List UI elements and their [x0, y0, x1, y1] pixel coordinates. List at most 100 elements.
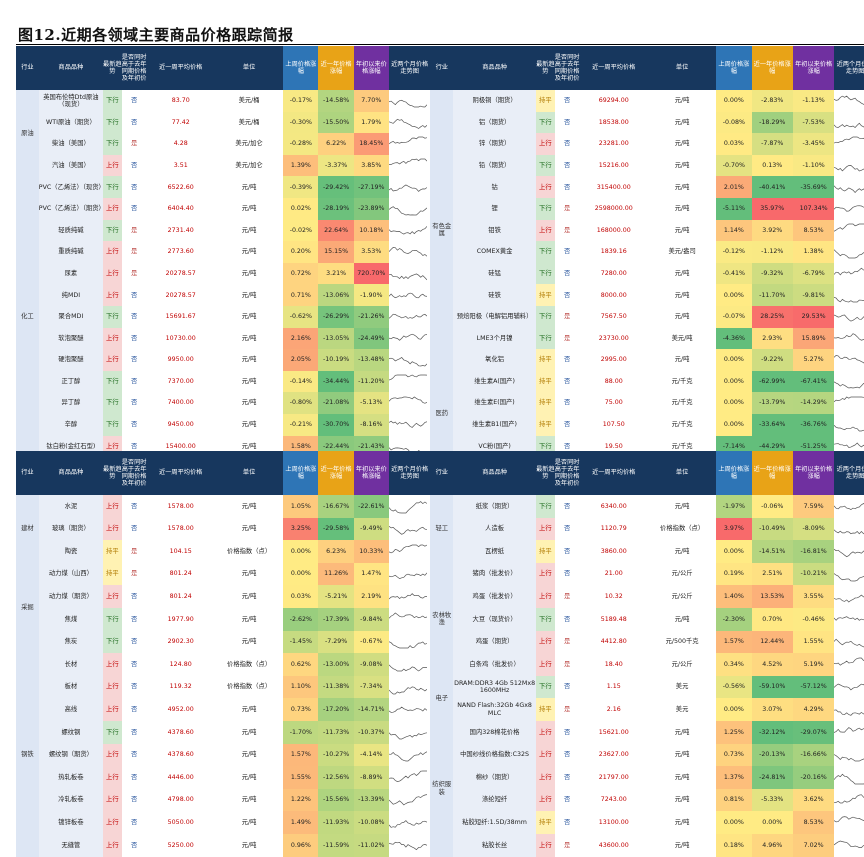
industry-label: 轻工: [430, 495, 454, 563]
trend-badge: 上行: [103, 262, 122, 285]
ytd-change: -16.66%: [792, 743, 835, 767]
weekly-avg-price: 124.80: [169, 660, 192, 668]
unit-label: 元/500千克: [665, 638, 699, 646]
weekly-change: 0.18%: [716, 833, 752, 857]
sparkline-path: [834, 816, 864, 823]
trend-chart: [834, 720, 864, 744]
trend-badge: 下行: [536, 607, 555, 631]
weekly-change: -0.12%: [716, 241, 752, 263]
ytd-change: 3.53%: [353, 241, 389, 263]
sparkline-chart: [834, 223, 864, 232]
weekly-change: -1.45%: [283, 630, 319, 654]
yearly-change: -11.38%: [318, 675, 354, 699]
trend-badge: 上行: [536, 585, 555, 608]
weekly-change: 0.00%: [716, 349, 752, 371]
ytd-change: -1.10%: [792, 154, 835, 177]
above-flag: 否: [563, 377, 571, 385]
above-flag: 否: [130, 525, 138, 533]
sparkline-chart: [388, 292, 427, 298]
industry-label: 电子: [430, 675, 454, 721]
yearly-change: -9.22%: [751, 349, 793, 371]
table-row: 辛醇 下行否 9450.00 元/吨 -0.21% -30.70% -8.16% 维生素B1(…: [16, 413, 864, 436]
sparkline-path: [834, 137, 864, 144]
yearly-change: 28.25%: [751, 305, 793, 328]
commodity-name: 维生素B1(国产): [453, 413, 537, 436]
weekly-change: 0.00%: [716, 392, 752, 414]
trend-badge: 上行: [103, 811, 122, 834]
sparkline-chart: [834, 683, 864, 690]
trend-chart: [388, 585, 431, 608]
commodity-name: 钴: [453, 176, 537, 198]
yearly-change: 0.13%: [751, 154, 793, 177]
unit-label: 美元/吨: [671, 334, 693, 342]
weekly-change: 0.72%: [283, 262, 319, 285]
ytd-change: 3.62%: [792, 788, 835, 812]
weekly-avg-price: 4378.60: [167, 751, 194, 759]
trend-chart: [834, 176, 864, 198]
commodity-name: 瓦楞纸: [453, 540, 537, 563]
commodity-name: 猪肉（批发价）: [453, 562, 537, 586]
unit-label: 元/吨: [241, 818, 257, 826]
yearly-change: -13.06%: [318, 284, 354, 306]
yearly-change: 13.53%: [751, 585, 793, 608]
trend-badge: 下行: [536, 154, 555, 177]
commodity-name: 鸡蛋（批发价）: [453, 585, 537, 608]
unit-label: 元/千克: [671, 442, 693, 450]
table-row: 重质纯碱 上行是 2773.60 元/吨 0.20% 15.15% 3.53% COMEX黄金…: [16, 241, 864, 263]
commodity-name: 钼铁: [453, 219, 537, 242]
commodity-name: 人造板: [453, 517, 537, 541]
weekly-change: 1.22%: [283, 788, 319, 812]
commodity-name: 鸡蛋（期货）: [453, 630, 537, 654]
yearly-change: -29.58%: [318, 517, 354, 541]
weekly-change: -0.14%: [283, 370, 319, 393]
weekly-change: 0.00%: [716, 811, 752, 834]
trend-badge: 持平: [536, 284, 555, 306]
sparkline-chart: [388, 247, 427, 257]
weekly-change: 1.10%: [283, 675, 319, 699]
weekly-avg-price: 19.50: [604, 442, 623, 450]
table-row: 轻质纯碱 下行是 2731.40 元/吨 -0.02% 22.64% 10.18% 钼铁 上行是…: [16, 219, 864, 242]
commodity-name: 铝（期货）: [453, 111, 537, 134]
ytd-change: -6.79%: [792, 262, 835, 285]
unit-label: 价格指数（点）: [660, 525, 705, 533]
weekly-avg-price: 4.28: [173, 140, 188, 148]
yearly-change: -13.05%: [318, 327, 354, 350]
column-header: 上周价格涨幅: [716, 451, 752, 495]
trend-chart: [388, 305, 431, 328]
unit-label: 元/吨: [241, 334, 257, 342]
unit-label: 元/吨: [241, 525, 257, 533]
ytd-change: -9.84%: [353, 607, 389, 631]
weekly-avg-price: 20278.57: [165, 269, 196, 277]
above-flag: 否: [563, 399, 571, 407]
sparkline-chart: [834, 709, 864, 716]
yearly-change: 4.96%: [751, 833, 793, 857]
weekly-avg-price: 6340.00: [600, 502, 627, 510]
sparkline-path: [388, 612, 427, 619]
above-flag: 否: [130, 615, 138, 623]
above-flag: 否: [130, 638, 138, 646]
commodity-name: 汽油（美国）: [38, 154, 104, 177]
column-header: 是否同时高于去年同期价格及年初价: [554, 46, 580, 90]
unit-label: 元/吨: [241, 291, 257, 299]
above-flag: 是: [563, 638, 571, 646]
sparkline-path: [834, 205, 864, 212]
above-flag: 否: [563, 356, 571, 364]
weekly-avg-price: 1.15: [606, 683, 621, 691]
weekly-avg-price: 21.00: [604, 570, 623, 578]
ytd-change: -24.49%: [353, 327, 389, 350]
table-body-top: 原油 英国布伦特Dtd原油（现货） 下行否 83.70 美元/桶 -0.17% -14.58…: [16, 90, 864, 458]
ytd-change: -67.41%: [792, 370, 835, 393]
commodity-name: 纸浆（期货）: [453, 495, 537, 518]
yearly-change: 3.21%: [318, 262, 354, 285]
sparkline-chart: [388, 158, 427, 165]
weekly-avg-price: 9450.00: [167, 421, 194, 429]
weekly-change: 0.03%: [716, 133, 752, 155]
trend-badge: 上行: [103, 517, 122, 541]
table-row: 采掘 动力煤（山西） 持平是 801.24 元/吨 0.00% 11.26% 1.47% 农林牧…: [16, 562, 864, 676]
ytd-change: 7.02%: [792, 833, 835, 857]
weekly-change: 0.34%: [716, 653, 752, 676]
ytd-change: -29.07%: [792, 720, 835, 744]
trend-chart: [388, 154, 431, 177]
trend-chart: [388, 413, 431, 436]
sparkline-path: [388, 593, 427, 600]
